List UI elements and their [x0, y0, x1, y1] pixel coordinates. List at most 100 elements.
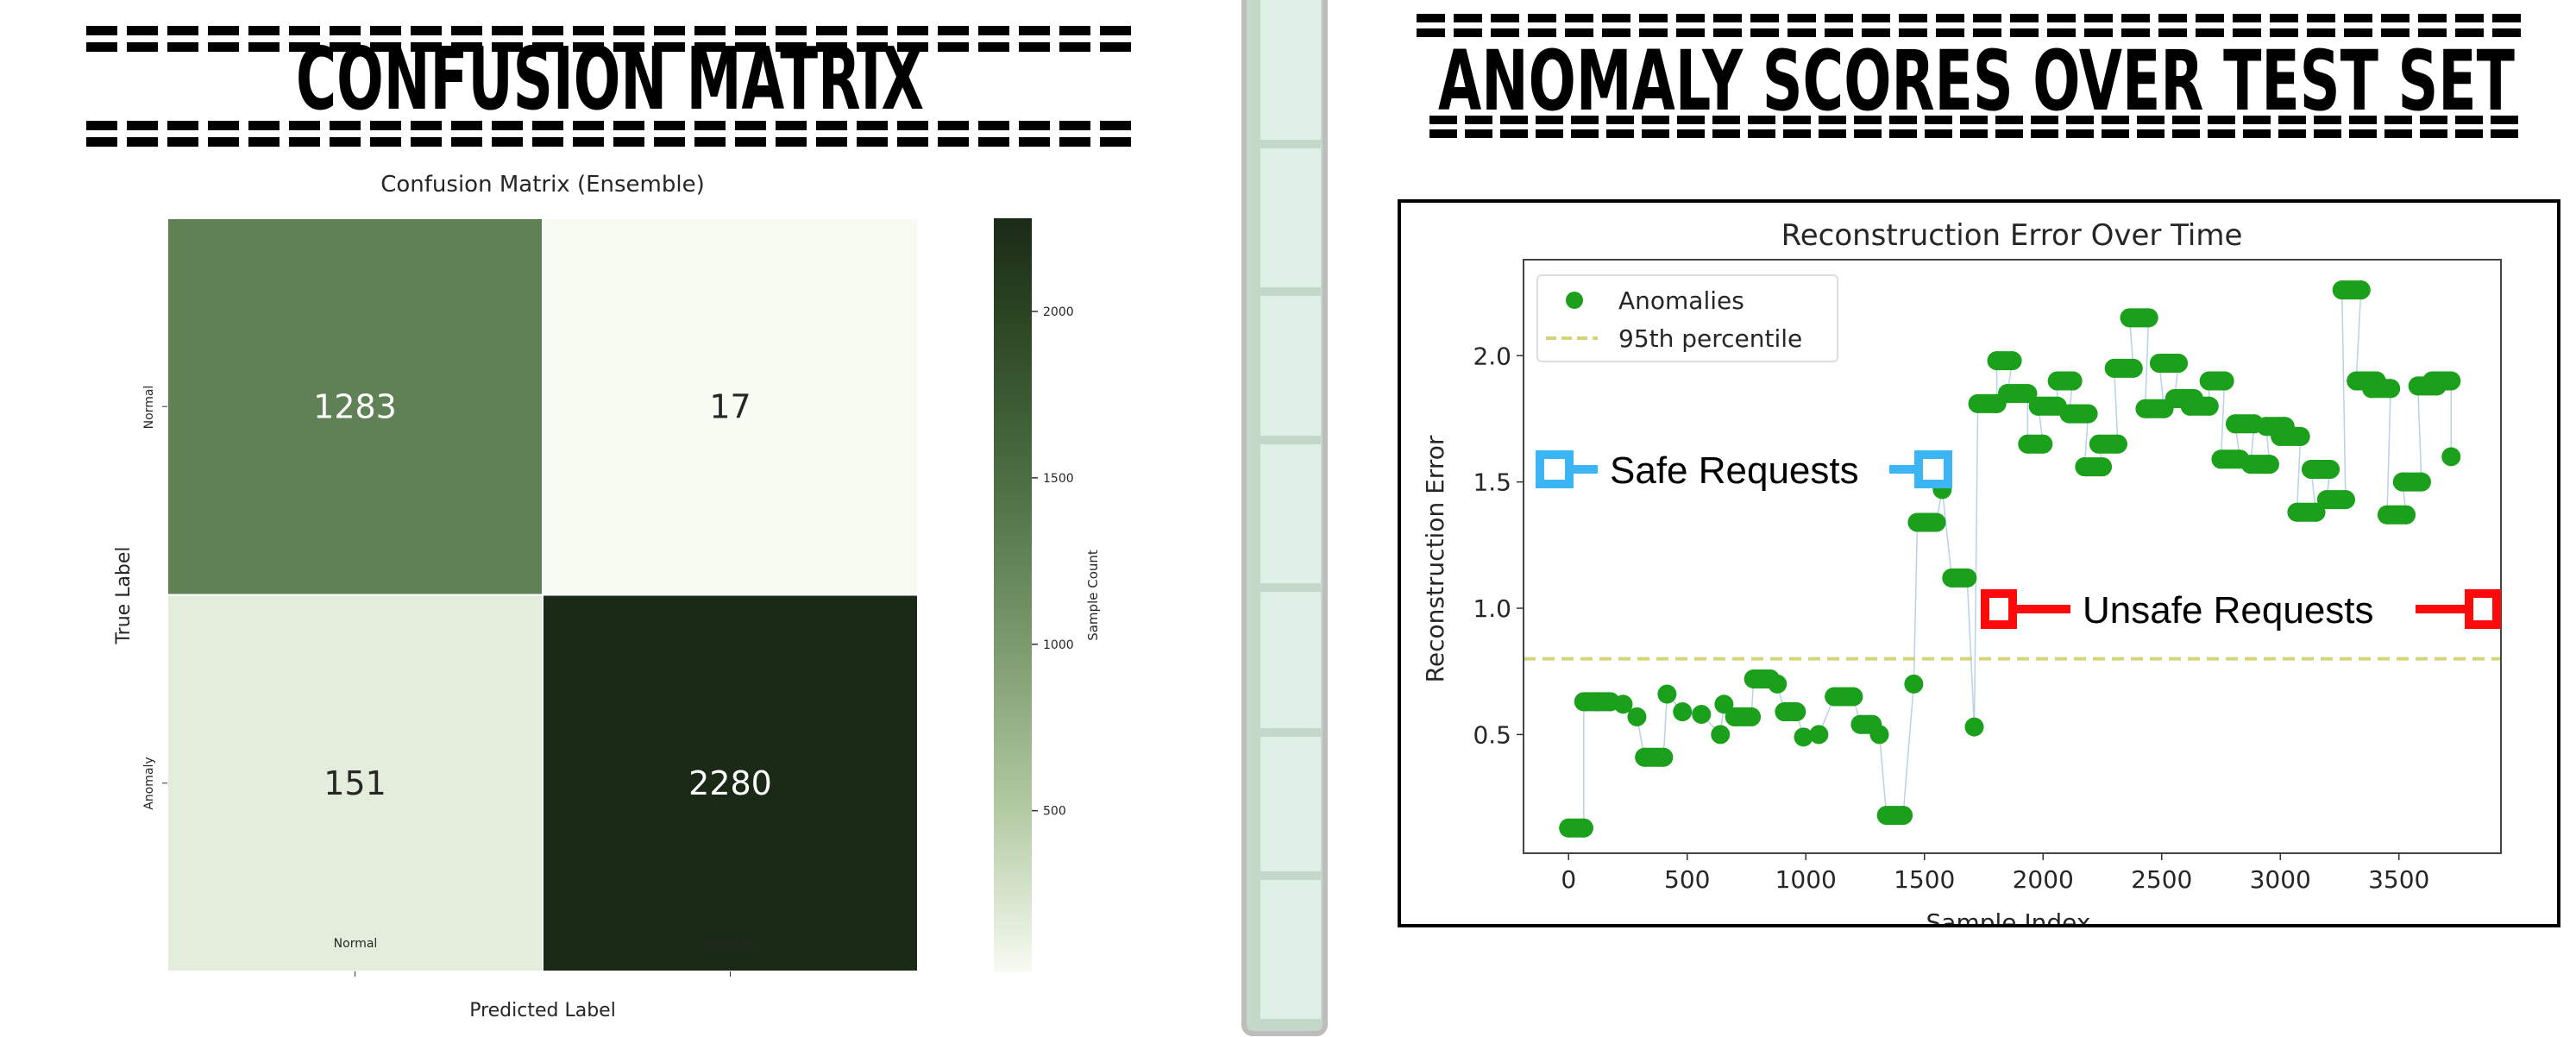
dash: [1787, 14, 1816, 22]
anomaly-point: [1894, 806, 1913, 826]
dash: [938, 26, 969, 35]
dash: [1491, 28, 1519, 37]
anomaly-point: [2211, 449, 2231, 469]
dash: [2278, 116, 2306, 124]
safe-marker-square: [1914, 450, 1952, 488]
dash: [613, 121, 644, 130]
anomaly-point: [2240, 455, 2260, 475]
anomaly-point: [1742, 707, 1761, 726]
dash: [2270, 28, 2298, 37]
anomaly-point: [1964, 717, 1984, 737]
dash: [2031, 129, 2058, 138]
divider-strip[interactable]: [1241, 0, 1328, 1036]
dash: [2381, 14, 2410, 22]
dash: [1491, 14, 1519, 22]
anomaly-point: [2441, 447, 2461, 467]
dash: [1748, 129, 1775, 138]
dash: [1417, 14, 1445, 22]
dash: [1819, 129, 1846, 138]
y-tick-label: 1.0: [1473, 594, 1511, 623]
anomaly-point: [2378, 505, 2397, 525]
dash: [654, 26, 685, 35]
dash: [1676, 14, 1705, 22]
anomaly-point: [2108, 434, 2127, 454]
colorbar-label: Sample Count: [1085, 550, 1101, 641]
dash: [2384, 129, 2412, 138]
dash: [411, 137, 442, 147]
anomaly-point: [1768, 674, 1787, 694]
dash: [735, 137, 766, 147]
dash: [167, 137, 198, 147]
heatmap-cell-value: 151: [324, 764, 386, 802]
anomaly-point: [2078, 404, 2098, 424]
y-tick-label: 2.0: [1473, 342, 1511, 370]
dash: [1862, 14, 1890, 22]
dash: [1995, 116, 2023, 124]
x-tick-label: 2500: [2131, 865, 2192, 894]
dash: [2196, 28, 2224, 37]
dash: [1936, 14, 1964, 22]
anomaly-point: [2302, 459, 2321, 479]
anomaly-point: [2199, 371, 2219, 391]
legend: Anomalies 95th percentile: [1536, 274, 1838, 362]
dash-rule-decoration: [86, 26, 1131, 147]
dash: [1019, 26, 1050, 35]
dash: [532, 26, 563, 35]
y-axis-ticks: 0.5 1.0 1.5 2.0: [1473, 342, 1524, 749]
legend-label-anomalies: Anomalies: [1618, 286, 1744, 315]
dash: [1973, 28, 2001, 37]
anomaly-point: [2215, 371, 2234, 391]
anomaly-point: [2075, 457, 2095, 477]
y-tick-label: 0.5: [1473, 720, 1511, 749]
y-axis-label: Reconstruction Error: [1421, 435, 1449, 682]
anomaly-point: [2199, 396, 2219, 416]
colorbar-tick-label: 1500: [1043, 472, 1074, 486]
dash: [938, 121, 969, 130]
dash: [1750, 28, 1779, 37]
dash: [897, 42, 928, 52]
dash: [248, 121, 280, 130]
anomaly-point: [1673, 702, 1693, 722]
dash: [2102, 129, 2129, 138]
dash: [978, 42, 1009, 52]
dash: [1100, 26, 1131, 35]
dash: [978, 26, 1009, 35]
anomaly-point: [1613, 694, 1633, 714]
dash: [1677, 129, 1705, 138]
heatmap-ylabel: True Label: [113, 546, 135, 644]
safe-requests-annotation: Safe Requests: [1536, 449, 1952, 492]
anomaly-point: [2408, 376, 2428, 396]
dash: [1712, 116, 1740, 124]
dash: [1677, 116, 1705, 124]
dash: [1783, 116, 1811, 124]
x-tick-label: 1000: [1775, 865, 1837, 894]
dash: [1712, 129, 1740, 138]
anomaly-point: [1559, 818, 1579, 838]
anomaly-point: [1869, 725, 1889, 745]
dash: [1713, 14, 1742, 22]
heatmap-cell-value: 2280: [688, 764, 772, 802]
dash: [735, 121, 766, 130]
dash: [492, 26, 523, 35]
anomaly-point: [1574, 818, 1593, 838]
anomaly-point: [2033, 434, 2053, 454]
dash: [248, 26, 280, 35]
divider-panel: [1260, 444, 1321, 583]
anomaly-point: [2180, 396, 2200, 416]
dash: [289, 121, 320, 130]
dash: [1606, 129, 1634, 138]
x-axis-label: Sample Index: [1926, 908, 2091, 937]
dash: [1565, 14, 1593, 22]
anomaly-point: [1794, 727, 1813, 747]
dash: [167, 26, 198, 35]
y-tick-label: Normal: [142, 386, 156, 430]
anomaly-point: [1926, 512, 1946, 532]
dash: [451, 42, 482, 52]
anomaly-point: [2059, 404, 2079, 424]
legend-marker-anomalies: [1566, 292, 1583, 309]
anomaly-point: [1657, 684, 1677, 704]
dash: [2031, 116, 2058, 124]
unsafe-requests-annotation: Unsafe Requests: [1981, 589, 2501, 632]
heatmap-cell: [542, 594, 919, 972]
anomaly-point: [2290, 426, 2310, 446]
